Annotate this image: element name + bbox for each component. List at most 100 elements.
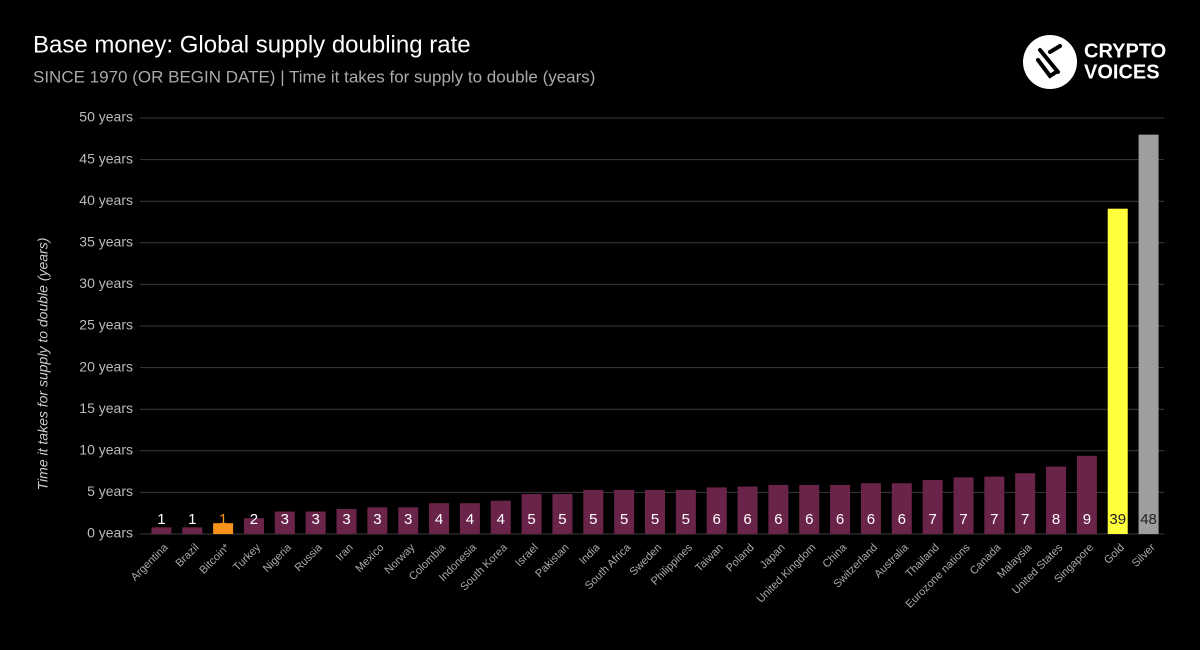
bar <box>182 527 203 534</box>
y-tick-label: 35 years <box>79 234 133 250</box>
bar <box>583 489 604 534</box>
bar <box>830 484 851 534</box>
x-tick-label: Nigeria <box>261 541 295 575</box>
bar <box>799 484 820 534</box>
chart-subtitle: SINCE 1970 (OR BEGIN DATE) | Time it tak… <box>33 67 595 86</box>
x-tick-label: Silver <box>1130 541 1158 569</box>
x-tick-label: United Kingdom <box>755 542 819 606</box>
value-label: 48 <box>1140 511 1157 528</box>
y-tick-label: 15 years <box>79 400 133 416</box>
x-tick-label: China <box>820 541 849 570</box>
bar <box>984 476 1005 534</box>
x-tick-label: Iran <box>334 542 356 564</box>
bar <box>459 503 480 534</box>
value-label: 1 <box>188 511 196 528</box>
value-label: 5 <box>620 511 628 528</box>
bar <box>274 511 295 534</box>
logo-icon <box>1036 44 1062 79</box>
logo-text: VOICES <box>1084 61 1160 83</box>
y-tick-label: 30 years <box>79 275 133 291</box>
bar <box>151 527 172 534</box>
value-label: 7 <box>990 511 998 528</box>
bar <box>243 518 264 534</box>
logo: CRYPTO VOICES <box>1023 35 1166 89</box>
bar <box>521 494 542 534</box>
value-label: 6 <box>713 511 721 528</box>
bar <box>1107 208 1128 535</box>
y-tick-label: 0 years <box>87 525 133 541</box>
x-tick-label: India <box>577 541 603 567</box>
value-label: 6 <box>898 511 906 528</box>
bar <box>1046 466 1067 534</box>
bar <box>552 494 573 534</box>
x-tick-label: Pakistan <box>533 542 571 580</box>
bar <box>429 503 450 534</box>
value-label: 6 <box>867 511 875 528</box>
y-tick-label: 10 years <box>79 442 133 458</box>
value-label: 4 <box>466 511 474 528</box>
y-tick-label: 5 years <box>87 483 133 499</box>
bar <box>1015 473 1036 534</box>
value-label: 3 <box>373 511 381 528</box>
x-tick-label: Russia <box>293 541 326 574</box>
x-tick-label: Bitcoin* <box>197 541 232 576</box>
value-label: 1 <box>157 511 165 528</box>
bar <box>860 483 881 534</box>
value-label: 7 <box>928 511 936 528</box>
x-tick-label: Mexico <box>353 542 386 575</box>
value-label: 3 <box>342 511 350 528</box>
value-label: 5 <box>682 511 690 528</box>
value-label: 7 <box>959 511 967 528</box>
bar <box>675 489 696 534</box>
value-label: 6 <box>805 511 813 528</box>
value-label: 6 <box>774 511 782 528</box>
x-tick-label: Taiwan <box>693 542 726 575</box>
value-label: 6 <box>836 511 844 528</box>
bar <box>768 484 789 534</box>
x-tick-label: Japan <box>758 542 788 572</box>
y-tick-label: 45 years <box>79 150 133 166</box>
chart-title: Base money: Global supply doubling rate <box>33 31 471 58</box>
bar <box>213 523 234 534</box>
y-tick-label: 25 years <box>79 317 133 333</box>
value-label: 3 <box>281 511 289 528</box>
bar <box>336 509 357 534</box>
bar <box>922 479 943 534</box>
bar <box>645 489 665 534</box>
x-tick-label: Argentina <box>129 541 171 583</box>
x-tick-label: Turkey <box>231 541 263 573</box>
x-tick-label: Brazil <box>174 542 202 570</box>
value-label: 7 <box>1021 511 1029 528</box>
value-label: 3 <box>404 511 412 528</box>
bar <box>1076 455 1097 534</box>
bar <box>737 486 758 534</box>
bar <box>367 507 388 534</box>
value-label: 3 <box>311 511 319 528</box>
value-label: 9 <box>1083 511 1091 528</box>
y-tick-label: 20 years <box>79 358 133 374</box>
bar <box>305 511 326 534</box>
logo-text: CRYPTO <box>1084 40 1166 62</box>
bar <box>891 483 912 534</box>
value-label: 6 <box>743 511 751 528</box>
y-tick-label: 50 years <box>79 109 133 125</box>
bar <box>706 487 727 534</box>
value-label: 5 <box>651 511 659 528</box>
y-tick-label: 40 years <box>79 192 133 208</box>
value-label: 39 <box>1109 511 1126 528</box>
x-tick-label: Israel <box>513 542 541 570</box>
value-label: 5 <box>589 511 597 528</box>
value-label: 2 <box>250 511 258 528</box>
bar <box>490 500 511 534</box>
bar <box>614 489 635 534</box>
bar <box>398 507 419 534</box>
value-label: 5 <box>527 511 535 528</box>
value-label: 1 <box>219 511 227 528</box>
value-label: 4 <box>435 511 443 528</box>
x-tick-label: Gold <box>1102 542 1127 567</box>
bar <box>1138 134 1159 534</box>
value-label: 8 <box>1052 511 1060 528</box>
x-tick-label: Poland <box>724 542 757 575</box>
bar <box>953 477 974 534</box>
